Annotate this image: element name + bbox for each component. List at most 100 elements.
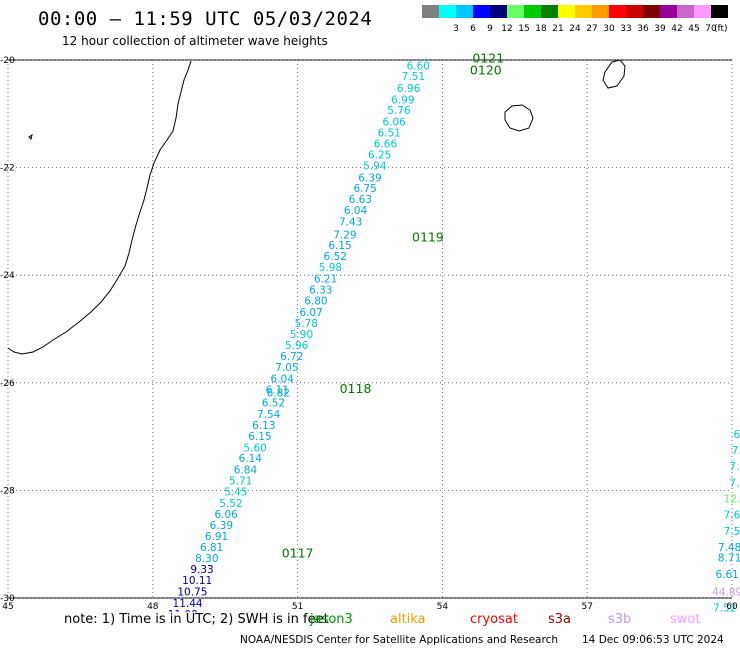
wave-height-value: 6.60 [407,60,430,72]
legend-tick-label: 36 [637,24,649,34]
legend-tick-label: 39 [654,24,666,34]
wave-height-value: 6.80 [304,295,327,307]
wave-height-value: 6.82 [267,387,290,399]
legend-tick-label: 21 [552,24,563,34]
pass-number-label: 0118 [340,381,372,396]
wave-height-value: 6.33 [309,285,332,297]
wave-height-value: 6.99 [391,94,414,106]
altimeter-track-main: 6.607.516.966.995.766.066.516.666.255.94… [168,60,430,612]
map-title: 00:00 – 11:59 UTC 05/03/2024 [38,8,373,30]
wave-height-value: 7.51 [402,71,425,83]
wave-height-value: 6.61 [715,569,738,581]
legend-tick-label: 30 [603,24,615,34]
legend-tick-label: 70 [705,24,717,34]
legend-tick-label: 6 [470,24,476,34]
wave-height-value: 6.66 [374,138,398,150]
wave-height-value: 8.30 [195,553,218,565]
wave-height-value: 10.11 [182,575,212,587]
lon-tick-label: 51 [292,602,303,612]
legend-tick-label: 15 [518,24,529,34]
wave-height-value: 7.5 [724,526,740,538]
legend-unit: (ft) [714,24,728,34]
pass-number-label: 0119 [412,229,444,244]
legend-swatch [524,5,541,18]
wave-height-value: 5.94 [363,160,387,172]
wave-height-value: 5.78 [295,318,318,330]
legend-swatch [422,5,439,18]
satellite-label-altika: altika [390,612,426,627]
legend-swatch [592,5,609,18]
wave-height-value: 7.52 [713,603,736,612]
wave-height-value: 6.39 [210,520,233,532]
wave-height-value: 6.75 [353,183,376,195]
wave-height-value: 5.60 [243,442,266,454]
madagascar-coastline [7,60,192,355]
wave-height-value: 6.13 [252,420,275,432]
wave-height-value: 6.11 [266,384,289,396]
wave-height-value: 5.98 [319,262,342,274]
wave-height-value: 12. [724,493,740,505]
legend-swatch [660,5,677,18]
legend-tick-label: 33 [620,24,631,34]
lat-lon-grid [7,59,733,599]
lat-tick-label: -24 [0,271,15,281]
satellite-label-cryosat: cryosat [470,612,518,627]
legend-swatch [541,5,558,18]
altimeter-track-edge: 67.7.7.12.7.67.57.488.716.6144.897.527.1… [712,429,740,612]
map-subtitle: 12 hour collection of altimeter wave hei… [62,34,328,48]
wave-height-map: 6.607.516.966.995.766.066.516.666.255.94… [0,50,740,612]
legend-swatch [490,5,507,18]
wave-height-value: 6.06 [382,116,406,128]
wave-height-value: 7.6 [724,510,740,522]
wave-height-value: 6.72 [280,351,303,363]
legend-tick-label: 42 [671,24,682,34]
pass-number-label: 0121 [472,50,504,65]
wave-height-value: 5.52 [219,498,242,510]
legend-swatch [473,5,490,18]
wave-height-value: 6.04 [344,205,368,217]
legend-tick-label: 27 [586,24,597,34]
lon-tick-label: 48 [147,602,159,612]
wave-height-value: 6.52 [324,251,347,263]
wave-height-value: 6.15 [248,431,271,443]
wave-height-value: 11.00 [168,609,198,612]
legend-tick-label: 45 [688,24,699,34]
wave-height-value: 6.91 [205,531,228,543]
wave-height-value: 7. [729,461,739,473]
wave-height-value: 5.76 [387,105,411,117]
lon-tick-label: 54 [437,602,449,612]
legend-swatch [694,5,711,18]
legend-swatch [456,5,473,18]
wave-height-value: 7. [732,445,740,457]
legend-swatch [677,5,694,18]
wave-height-value: 7.54 [257,409,281,421]
wave-height-value: 5.96 [285,340,309,352]
wave-height-value: 11.44 [173,598,203,610]
lat-tick-label: -28 [0,486,15,496]
wave-height-value: 7.48 [718,542,740,554]
wave-height-value: 7.43 [339,216,362,228]
wave-height-value: 6.96 [397,83,421,95]
wave-height-value: 5.71 [229,476,252,488]
legend-tick-label: 24 [569,24,581,34]
wave-height-value: 6.04 [270,373,294,385]
legend-tick-label: 3 [453,24,459,34]
coastline [7,59,626,355]
wave-height-value: 6.84 [234,464,258,476]
wave-height-value: 6.07 [299,307,322,319]
wave-height-value: 6.21 [314,273,337,285]
islet [28,133,33,140]
legend-swatch [439,5,456,18]
wave-height-value: 6.52 [262,398,285,410]
axis-tick-labels: 45 48 51 54 57 60 -20 -22 -24 -26 -28 -30 [0,56,738,612]
wave-height-value: 44.89 [712,587,740,599]
wave-height-value: 6.63 [349,194,372,206]
lat-tick-label: -26 [0,379,15,389]
wave-height-value: 7. [729,477,739,489]
mauritius-island [602,59,626,89]
legend-swatch [643,5,660,18]
wave-height-value: 6 [733,429,740,441]
legend-tick-label: 12 [501,24,512,34]
lat-tick-label: -30 [0,594,15,604]
lat-tick-label: -22 [0,164,15,174]
